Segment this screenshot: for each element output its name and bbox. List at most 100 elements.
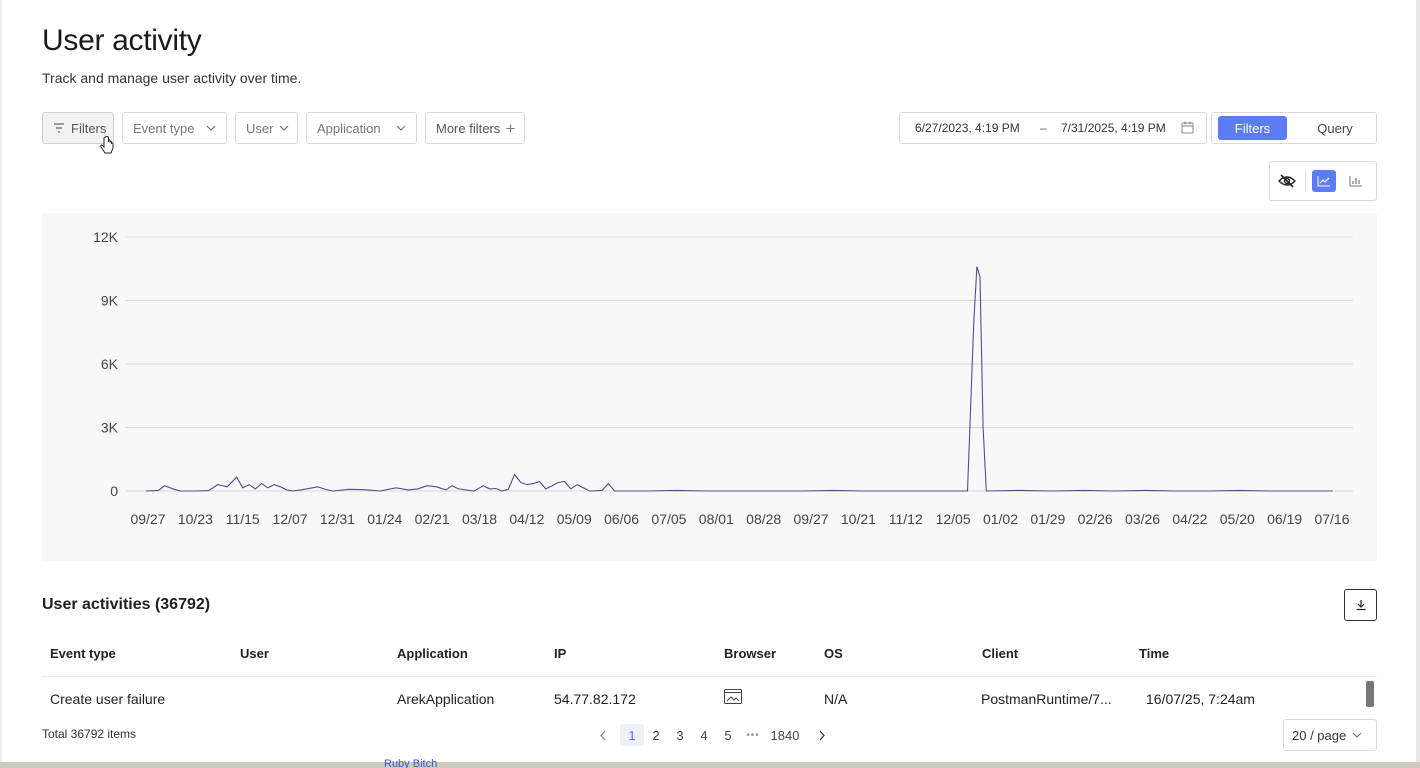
bar-chart-button[interactable] [1344,170,1368,192]
cell-os: N/A [824,691,848,707]
x-tick-label: 12/05 [936,511,971,527]
page-title: User activity [42,24,202,57]
activity-chart-panel: 12K 9K 6K 3K 0 09/27 10/23 11/15 12/07 12/31 01/2… [42,213,1377,561]
user-select[interactable]: User [235,112,298,144]
x-tick-label: 06/06 [604,511,639,527]
x-tick-label: 11/12 [889,511,923,527]
y-tick-label: 0 [110,483,118,499]
x-tick-label: 05/20 [1220,511,1255,527]
x-tick-label: 04/22 [1172,511,1207,527]
column-header-client[interactable]: Client [982,646,1019,661]
download-button[interactable] [1344,589,1377,621]
column-header-os[interactable]: OS [824,646,843,661]
application-select[interactable]: Application [306,112,417,144]
chart-view-toggle [1269,161,1377,201]
page-5-button[interactable]: 5 [724,727,732,743]
column-header-user[interactable]: User [240,646,269,661]
y-tick-label: 3K [101,420,119,436]
page-1-button[interactable]: 1 [620,724,644,746]
more-filters-button[interactable]: More filters [425,112,525,144]
x-tick-label: 11/15 [226,511,260,527]
x-tick-label: 01/02 [983,511,1018,527]
page-2-button[interactable]: 2 [652,727,660,743]
view-toggle-divider [1305,170,1306,192]
y-tick-label: 6K [101,356,119,372]
column-header-application[interactable]: Application [397,646,468,661]
x-tick-label: 02/21 [415,511,450,527]
mouse-cursor-icon [100,136,114,154]
filter-lines-icon [54,123,64,133]
download-icon [1356,600,1365,611]
filters-button-label: Filters [71,120,107,136]
activity-line-chart: 12K 9K 6K 3K 0 09/27 10/23 11/15 12/07 12/31 01/2… [93,229,1353,527]
date-range-start[interactable]: 6/27/2023, 4:19 PM [915,121,1020,135]
more-filters-label: More filters [436,120,501,136]
x-tick-label: 09/27 [130,511,165,527]
cell-time: 16/07/25, 7:24am [1146,691,1255,707]
column-header-ip[interactable]: IP [554,646,567,661]
series-line [145,266,1333,492]
page-size-select[interactable]: 20 / page [1283,719,1377,751]
event-type-select-label: Event type [133,120,195,136]
x-tick-label: 08/28 [746,511,781,527]
filters-button[interactable]: Filters [42,112,114,144]
page-3-button[interactable]: 3 [676,727,684,743]
page-size-value: 20 / page [1292,727,1347,743]
line-chart-button[interactable] [1312,170,1336,192]
bar-chart-icon [1349,176,1362,187]
page-4-button[interactable]: 4 [700,727,708,743]
page-last-button[interactable]: 1840 [770,727,800,743]
mode-filters-tab[interactable]: Filters [1218,116,1287,140]
background-peek-text: Ruby Bitch [384,758,438,768]
window-left-edge [0,0,2,768]
cell-client: PostmanRuntime/7... [981,691,1112,707]
window-scrollbar-track[interactable] [1416,0,1420,768]
x-tick-label: 10/23 [178,511,213,527]
x-tick-label: 07/16 [1314,511,1349,527]
x-tick-label: 12/07 [273,511,308,527]
prev-page-icon[interactable] [599,730,607,741]
mode-query-tab[interactable]: Query [1317,120,1353,136]
hide-chart-button[interactable] [1275,170,1299,192]
user-select-label: User [246,120,274,136]
chevron-down-icon [1352,732,1362,738]
y-tick-label: 9K [101,293,119,309]
chevron-down-icon [206,125,216,131]
x-tick-label: 12/31 [320,511,355,527]
x-tick-label: 08/01 [699,511,734,527]
x-tick-label: 03/26 [1125,511,1160,527]
table-title: User activities (36792) [42,596,211,613]
column-header-event-type[interactable]: Event type [50,646,116,661]
total-items: Total 36792 items [42,727,137,741]
cell-ip: 54.77.82.172 [554,691,636,707]
x-tick-label: 01/29 [1030,511,1065,527]
page-subtitle: Track and manage user activity over time… [42,70,302,86]
application-select-label: Application [317,120,381,136]
mode-toggle: Filters Query [1211,112,1377,144]
pagination-ellipsis[interactable]: ••• [746,729,760,741]
event-type-select[interactable]: Event type [122,112,227,144]
browser-image-icon [724,689,742,704]
plus-icon [506,124,515,132]
column-header-time[interactable]: Time [1139,646,1170,661]
cell-event-type: Create user failure [50,691,166,707]
x-tick-label: 02/26 [1078,511,1113,527]
chevron-down-icon [396,125,406,131]
x-tick-label: 07/05 [651,511,686,527]
next-page-icon[interactable] [818,730,826,741]
chevron-down-icon [280,125,289,131]
y-tick-label: 12K [93,229,119,245]
calendar-icon [1181,121,1194,134]
column-header-browser[interactable]: Browser [724,646,777,661]
table-header-divider [42,676,1377,677]
cell-application: ArekApplication [397,691,495,707]
x-tick-label: 04/12 [509,511,544,527]
table-scrollbar-thumb[interactable] [1366,681,1374,707]
x-tick-label: 09/27 [794,511,829,527]
x-tick-label: 05/09 [557,511,592,527]
x-tick-label: 01/24 [367,511,402,527]
x-tick-label: 10/21 [841,511,876,527]
date-range-end[interactable]: 7/31/2025, 4:19 PM [1061,121,1166,135]
date-range-picker[interactable]: 6/27/2023, 4:19 PM – 7/31/2025, 4:19 PM [899,112,1207,144]
line-chart-icon [1317,176,1330,187]
